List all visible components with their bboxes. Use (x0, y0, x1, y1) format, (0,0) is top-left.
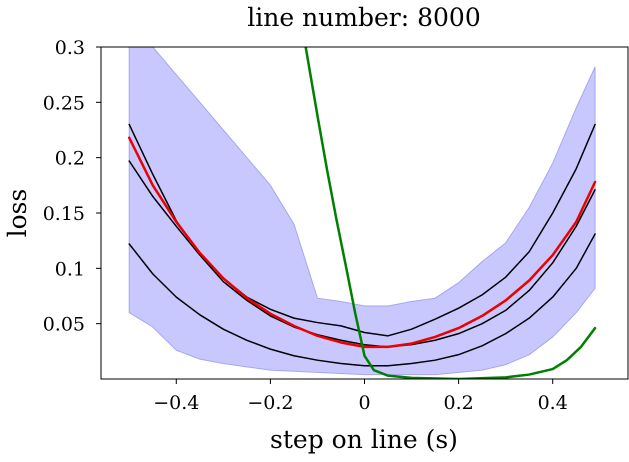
y-axis-title: loss (3, 189, 32, 238)
chart-title: line number: 8000 (247, 3, 480, 32)
y-tick-label: 0.1 (55, 258, 85, 280)
y-tick-label: 0.05 (43, 314, 85, 336)
median-line (128, 160, 596, 348)
lower-quantile-line (128, 233, 596, 367)
y-tick-label: 0.3 (55, 37, 85, 59)
plot-area (127, 47, 597, 379)
x-tick-label: 0.4 (538, 392, 568, 414)
x-tick-label: −0.2 (247, 392, 293, 414)
loss-spread-band (128, 47, 596, 376)
axes: −0.4 −0.2 0 0.2 0.4 0.05 0.1 0.15 0.2 0.25 0.3 (43, 37, 629, 414)
fitted-loss-line (127, 136, 597, 349)
y-tick-label: 0.2 (55, 148, 85, 170)
x-tick-label: −0.4 (153, 392, 199, 414)
x-tick-label: 0.2 (443, 392, 473, 414)
x-axis-title: step on line (s) (270, 425, 458, 454)
y-tick-label: 0.25 (43, 92, 85, 114)
y-tick-label: 0.15 (43, 203, 85, 225)
green-series-line (304, 47, 597, 379)
x-tick-label: 0 (358, 392, 370, 414)
